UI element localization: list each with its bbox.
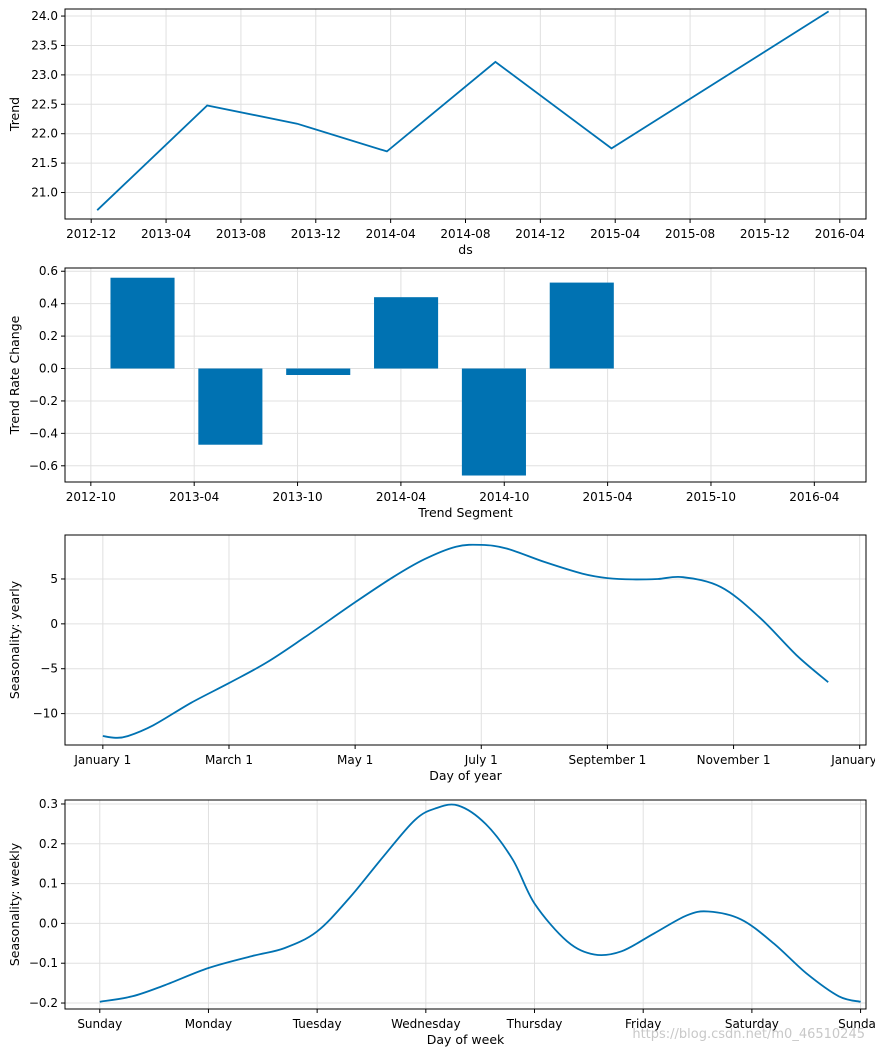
x-tick-label: 2013-12 [291, 227, 341, 241]
y-tick-label: 5 [50, 572, 58, 586]
x-tick-label: 2012-12 [66, 227, 116, 241]
x-tick-label: March 1 [205, 753, 253, 767]
x-tick-label: 2014-12 [515, 227, 565, 241]
y-tick-label: 0.1 [39, 877, 58, 891]
trend-rate-change-panel: 2012-10 2013-04 2013-10 2014-04 2014-10 2015-… [7, 264, 867, 520]
y-tick-label: 21.5 [31, 156, 58, 170]
y-axis-label: Seasonality: yearly [7, 580, 22, 699]
x-axis-label: Day of year [429, 768, 502, 783]
y-tick-label: 0.0 [39, 916, 58, 930]
x-tick-label: Sunday [77, 1017, 122, 1031]
x-tick-label: 2016-04 [789, 490, 839, 504]
x-tick-label: 2015-10 [686, 490, 736, 504]
y-tick-label: −0.2 [29, 394, 58, 408]
bar [374, 297, 439, 369]
y-tick-label: −5 [40, 662, 58, 676]
y-axis-label: Seasonality: weekly [7, 842, 22, 966]
y-tick-label: 0.2 [39, 329, 58, 343]
weekly-seasonality-panel: Sunday Monday Tuesday Wednesday Thursday Frid… [7, 797, 875, 1047]
axes-frame [64, 534, 867, 746]
axes-frame [64, 8, 867, 220]
y-tick-label: 0.3 [39, 797, 58, 811]
y-tick-label: 0.6 [39, 264, 58, 278]
x-tick-label: 2013-04 [141, 227, 191, 241]
x-tick-label: Monday [185, 1017, 232, 1031]
x-tick-label: Sunday [838, 1017, 875, 1031]
x-tick-label: 2015-08 [665, 227, 715, 241]
x-tick-label: November 1 [697, 753, 771, 767]
y-tick-label: 21.0 [31, 186, 58, 200]
y-tick-label: −0.6 [29, 459, 58, 473]
x-tick-label: 2016-04 [815, 227, 865, 241]
y-tick-label: 22.0 [31, 127, 58, 141]
x-tick-label: 2014-08 [440, 227, 490, 241]
x-tick-label: 2013-10 [272, 490, 322, 504]
bar [549, 282, 614, 369]
x-tick-label: 2013-04 [169, 490, 219, 504]
y-tick-label: 0 [50, 617, 58, 631]
y-axis-label: Trend [7, 97, 22, 132]
x-tick-label: 2013-08 [216, 227, 266, 241]
series-line [99, 803, 861, 1003]
y-axis-label: Trend Rate Change [7, 315, 22, 435]
x-tick-label: 2015-04 [583, 490, 633, 504]
x-tick-label: May 1 [337, 753, 373, 767]
x-tick-label: Saturday [725, 1017, 779, 1031]
watermark-text: https://blog.csdn.net/m0_46510245 [632, 1027, 865, 1042]
bar [198, 368, 263, 445]
x-tick-label: January 1 [830, 753, 875, 767]
y-tick-label: −0.2 [29, 996, 58, 1010]
y-tick-label: 23.0 [31, 68, 58, 82]
x-tick-label: Thursday [506, 1017, 563, 1031]
x-tick-label: Wednesday [391, 1017, 460, 1031]
axes-frame [64, 267, 867, 483]
yearly-seasonality-panel: January 1 March 1 May 1 July 1 September 1 No… [7, 534, 875, 783]
x-axis-label: ds [458, 242, 472, 257]
x-tick-label: 2014-04 [376, 490, 426, 504]
y-tick-label: 23.5 [31, 38, 58, 52]
y-tick-label: 0.0 [39, 362, 58, 376]
bar [110, 277, 175, 369]
x-tick-label: Tuesday [292, 1017, 342, 1031]
x-tick-label: 2014-10 [479, 490, 529, 504]
y-tick-label: 24.0 [31, 9, 58, 23]
y-tick-label: 0.2 [39, 837, 58, 851]
x-tick-label: July 1 [464, 753, 498, 767]
bar [286, 368, 351, 375]
y-tick-label: −0.4 [29, 426, 58, 440]
x-tick-label: September 1 [569, 753, 647, 767]
x-axis-label: Trend Segment [417, 505, 513, 520]
series-line [96, 10, 830, 211]
x-tick-label: January 1 [73, 753, 131, 767]
x-axis-label: Day of week [427, 1032, 505, 1047]
axes-frame [64, 799, 867, 1010]
y-tick-label: 0.4 [39, 297, 58, 311]
x-tick-label: 2015-12 [740, 227, 790, 241]
series-line [102, 543, 829, 739]
x-tick-label: 2014-04 [366, 227, 416, 241]
x-tick-label: 2012-10 [66, 490, 116, 504]
trend-panel: 2012-12 2013-04 2013-08 2013-12 2014-04 2014-… [7, 8, 867, 257]
y-tick-label: −0.1 [29, 956, 58, 970]
x-tick-label: Friday [625, 1017, 661, 1031]
y-tick-label: 22.5 [31, 97, 58, 111]
bar [461, 368, 526, 476]
x-tick-label: 2015-04 [590, 227, 640, 241]
y-tick-label: −10 [33, 707, 58, 721]
